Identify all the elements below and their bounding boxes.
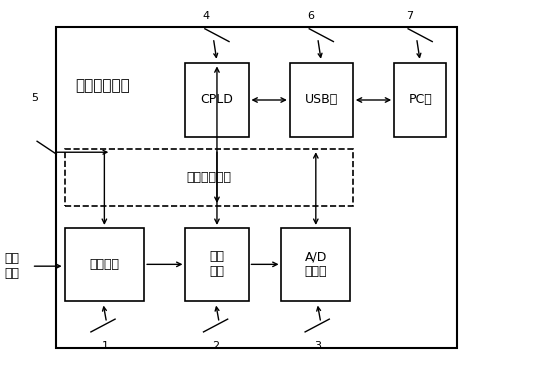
Bar <box>65 149 353 206</box>
Text: 数据采集模块: 数据采集模块 <box>76 78 130 93</box>
Text: 2: 2 <box>212 341 219 351</box>
Text: 5: 5 <box>31 93 38 103</box>
Bar <box>56 27 457 348</box>
Bar <box>185 63 248 137</box>
Text: CPLD: CPLD <box>200 93 233 106</box>
Bar <box>185 228 248 301</box>
Text: 光耦隔离模块: 光耦隔离模块 <box>186 171 231 184</box>
Text: 6: 6 <box>307 11 314 21</box>
Bar <box>282 228 350 301</box>
Bar <box>394 63 446 137</box>
Bar <box>65 228 144 301</box>
Text: 3: 3 <box>314 341 321 351</box>
Text: USB桥: USB桥 <box>305 93 338 106</box>
Text: 输入单元: 输入单元 <box>89 258 119 271</box>
Bar <box>290 63 353 137</box>
Text: 7: 7 <box>406 11 413 21</box>
Text: PC机: PC机 <box>408 93 432 106</box>
Text: 1: 1 <box>102 341 109 351</box>
Text: A/D
转换器: A/D 转换器 <box>305 250 327 278</box>
Text: 静电
电位: 静电 电位 <box>5 252 20 280</box>
Text: 多路
开关: 多路 开关 <box>209 250 225 278</box>
Text: 4: 4 <box>203 11 210 21</box>
